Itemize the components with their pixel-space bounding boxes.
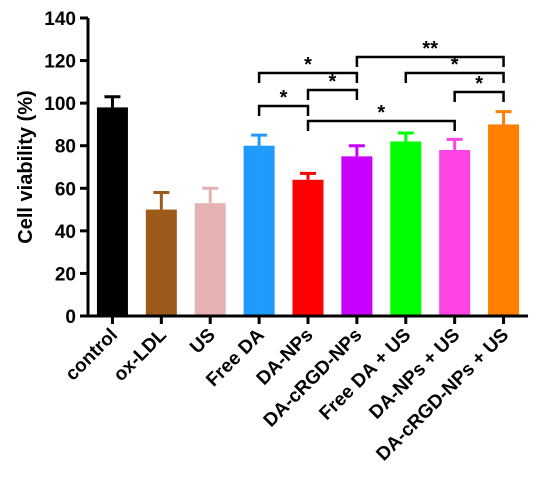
y-tick-label-1: 20 <box>55 264 76 285</box>
x-tick-label-0: control <box>62 325 122 385</box>
significance-label-0: * <box>280 87 288 109</box>
significance-bracket-4 <box>453 90 505 102</box>
significance-bracket-5 <box>404 71 505 83</box>
significance-bracket-2 <box>257 71 359 83</box>
significance-brackets: ******** <box>257 38 505 131</box>
y-tick-label-5: 100 <box>44 94 76 115</box>
y-tick-label-0: 0 <box>65 307 76 328</box>
bar-1 <box>145 209 177 316</box>
y-tick-label-6: 120 <box>44 52 76 73</box>
error-bars <box>104 95 512 210</box>
significance-label-4: * <box>475 73 483 95</box>
significance-bracket-3 <box>306 119 456 131</box>
y-tick-label-7: 140 <box>44 9 76 30</box>
significance-label-6: ** <box>422 38 438 60</box>
significance-bracket-0 <box>257 104 310 116</box>
bar-6 <box>390 141 422 316</box>
x-tick-label-1: ox-LDL <box>110 324 171 385</box>
significance-label-3: * <box>377 102 385 124</box>
significance-label-5: * <box>451 54 459 76</box>
bar-2 <box>194 203 226 316</box>
y-tick-label-4: 80 <box>55 137 76 158</box>
significance-label-1: * <box>329 71 337 93</box>
bars <box>96 107 520 317</box>
bar-3 <box>243 145 275 316</box>
bar-7 <box>439 149 471 316</box>
y-tick-label-2: 40 <box>55 222 76 243</box>
significance-bracket-1 <box>306 88 359 100</box>
bar-4 <box>292 179 324 316</box>
y-axis-title: Cell viability (%) <box>15 90 37 243</box>
significance-bracket-6 <box>355 55 505 67</box>
significance-label-2: * <box>304 54 312 76</box>
bar-0 <box>96 107 128 317</box>
x-tick-label-2: US <box>186 325 220 359</box>
bar-5 <box>341 156 373 316</box>
bar-8 <box>488 124 520 316</box>
y-tick-label-3: 60 <box>55 179 76 200</box>
y-axis-ticks: 0 20 40 60 80 100 120 140 <box>44 9 88 328</box>
